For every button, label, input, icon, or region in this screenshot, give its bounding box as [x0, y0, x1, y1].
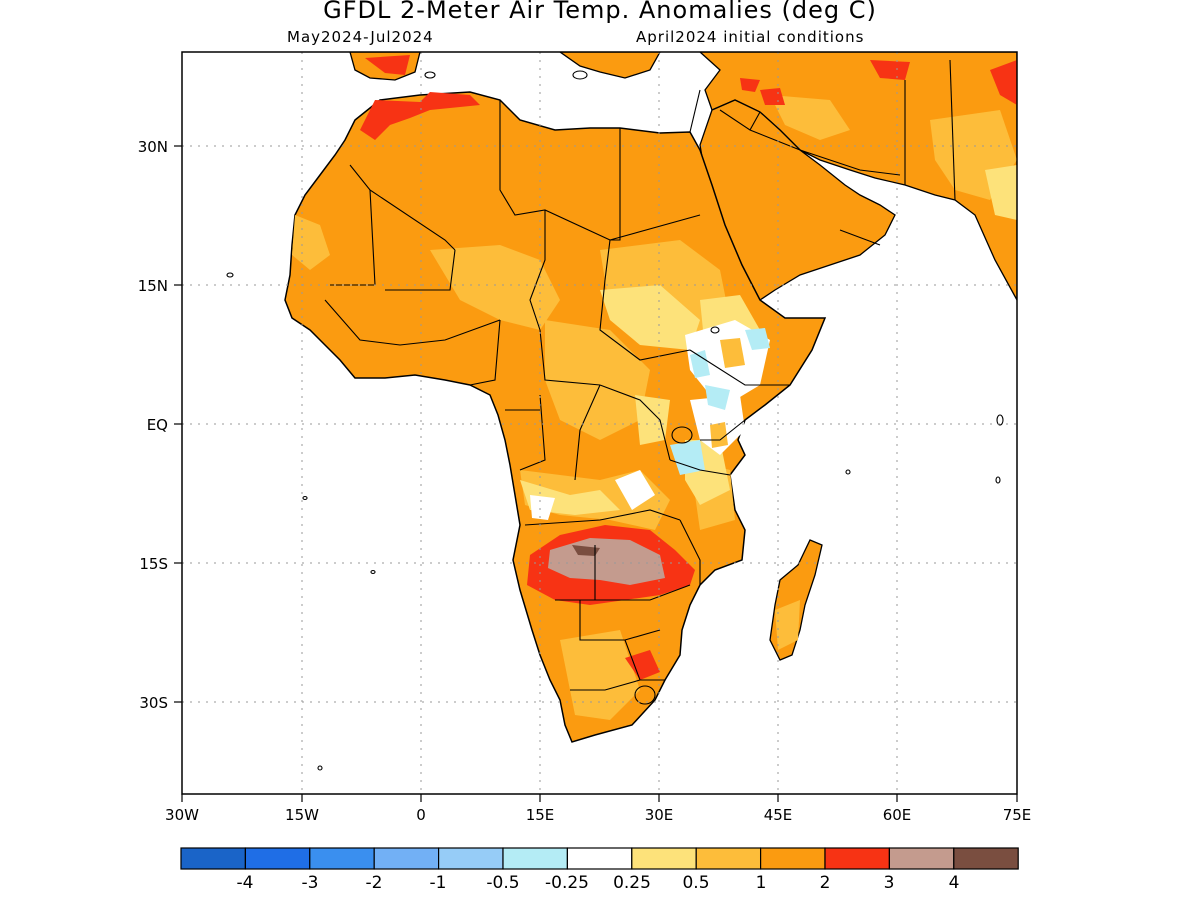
colorbar-label: -3	[302, 873, 319, 893]
colorbar-swatch	[566, 847, 633, 870]
colorbar-swatch	[180, 847, 247, 870]
lon-label: 0	[416, 806, 426, 824]
lat-label: 30S	[139, 694, 168, 712]
colorbar-labels: -4 -3 -2 -1 -0.5 -0.25 0.25 0.5 1 2 3 4	[237, 873, 960, 893]
colorbar-label: -0.25	[545, 873, 589, 893]
lon-label: 30E	[645, 806, 674, 824]
lat-label: EQ	[147, 416, 168, 434]
colorbar-label: -0.5	[486, 873, 519, 893]
colorbar-swatch	[438, 847, 504, 870]
colorbar-label: 4	[949, 873, 960, 893]
colorbar-swatch	[695, 847, 762, 870]
colorbar-swatch	[888, 847, 955, 870]
colorbar-label: -4	[237, 873, 254, 893]
colorbar-label: 0.25	[613, 873, 651, 893]
initial-conditions: April2024 initial conditions	[636, 28, 865, 46]
tick-marks	[174, 145, 1018, 802]
map-field	[182, 52, 1017, 794]
colorbar-label: -2	[366, 873, 383, 893]
colorbar	[180, 847, 1019, 870]
lakes-islands	[226, 70, 1004, 771]
colorbar-swatch	[373, 847, 440, 870]
lon-label: 45E	[764, 806, 793, 824]
colorbar-swatch	[953, 847, 1019, 870]
longitude-labels: 30W 15W 0 15E 30E 45E 60E 75E	[165, 806, 1031, 824]
map-frame	[181, 51, 1018, 795]
lat-label: 15S	[139, 555, 168, 573]
shade-above-4	[572, 545, 600, 556]
colorbar-swatch	[759, 847, 826, 870]
colorbar-swatch	[502, 847, 569, 870]
lat-label: 30N	[138, 138, 168, 156]
chart-title: GFDL 2-Meter Air Temp. Anomalies (deg C)	[323, 0, 877, 24]
colorbar-swatch	[309, 847, 375, 870]
forecast-period: May2024-Jul2024	[287, 28, 434, 46]
country-borders	[324, 59, 956, 691]
colorbar-label: 3	[884, 873, 895, 893]
colorbar-swatch	[244, 847, 311, 870]
colorbar-label: -1	[430, 873, 447, 893]
latitude-labels: 30N 15N EQ 15S 30S	[138, 138, 168, 712]
lon-label: 60E	[883, 806, 912, 824]
lat-label: 15N	[138, 277, 168, 295]
lon-label: 30W	[165, 806, 199, 824]
graticule	[182, 52, 1017, 794]
colorbar-label: 1	[756, 873, 767, 893]
colorbar-label: 2	[820, 873, 831, 893]
lon-label: 15E	[526, 806, 555, 824]
lon-label: 75E	[1003, 806, 1032, 824]
colorbar-swatch	[631, 847, 697, 870]
land-balkans	[558, 52, 661, 79]
colorbar-swatch	[824, 847, 891, 870]
lon-label: 15W	[285, 806, 319, 824]
colorbar-label: 0.5	[682, 873, 709, 893]
